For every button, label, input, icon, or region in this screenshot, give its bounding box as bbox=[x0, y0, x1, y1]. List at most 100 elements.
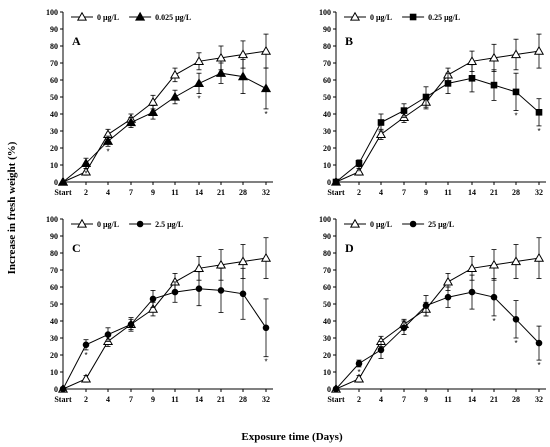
panel-a-x-tick-label: 11 bbox=[171, 188, 179, 197]
panel-a-series-1-point bbox=[169, 69, 181, 79]
panel-b-group: 0 10 20 30 40 50 60 70 80 90 100 Start 2 4 7 9 11 14 21 28 3… bbox=[319, 8, 546, 197]
panel-b-series-2-point bbox=[535, 109, 543, 116]
panel-b-series-2-point bbox=[422, 93, 430, 101]
panel-a-series-2-point bbox=[215, 67, 227, 77]
panel-b-y-tick-label: 40 bbox=[323, 110, 331, 119]
panel-a-series-2-point bbox=[169, 91, 181, 101]
panel-d-x-tick-label: 4 bbox=[379, 395, 383, 404]
panel-d-legend-label: 0 μg/L bbox=[370, 220, 392, 229]
panel-d-series-2-point bbox=[422, 302, 430, 310]
panel-b-significance-mark: * bbox=[514, 112, 517, 121]
panel-c-series-1-line bbox=[62, 257, 267, 390]
panel-c-series-1-point bbox=[147, 303, 159, 313]
panel-d-x-tick-label: Start bbox=[327, 395, 345, 404]
panel-a-significance-mark: * bbox=[106, 147, 109, 156]
panel-b-series-1-point bbox=[533, 45, 545, 55]
panel-d-series-2-point bbox=[400, 324, 408, 332]
panel-a-y-tick-label: 50 bbox=[50, 93, 58, 102]
panel-c-legend-marker bbox=[136, 220, 144, 228]
panel-c-y-tick-label: 30 bbox=[50, 334, 58, 343]
panel-d-series-2-point bbox=[355, 360, 363, 367]
panel-c-y-tick-label: 100 bbox=[46, 215, 58, 224]
panel-b-legend-marker bbox=[409, 13, 417, 21]
panel-a-series-2-point bbox=[125, 117, 137, 127]
panel-d-x-tick-label: 32 bbox=[535, 395, 543, 404]
panel-b-x-tick-label: 4 bbox=[379, 188, 383, 197]
panel-b-series-2-point bbox=[468, 75, 476, 82]
panel-b-x-tick-label: 32 bbox=[535, 188, 543, 197]
panel-a-series-1-point bbox=[193, 56, 205, 65]
panel-a-y-tick-label: 80 bbox=[50, 42, 58, 51]
panel-a-x-tick-label: 21 bbox=[217, 188, 225, 197]
panel-b-series-2-point bbox=[332, 178, 340, 186]
panel-d-series-2-point bbox=[490, 293, 498, 301]
panel-a-series-1-point bbox=[80, 166, 92, 176]
panel-d-y-tick-label: 0 bbox=[327, 385, 331, 394]
panel-d-series-1-point bbox=[510, 256, 522, 266]
panel-b-x-tick-label: 28 bbox=[512, 188, 520, 197]
panel-c-x-tick-label: 9 bbox=[151, 395, 155, 404]
panel-a-y-tick-label: 0 bbox=[54, 178, 58, 187]
panel-b-y-tick-label: 90 bbox=[323, 25, 331, 34]
panel-a-y-tick-label: 100 bbox=[46, 8, 58, 17]
panel-b-y-tick-label: 30 bbox=[323, 127, 331, 136]
panel-d-y-tick-label: 10 bbox=[323, 368, 331, 377]
panel-d-series-2-point bbox=[332, 385, 340, 393]
panel-c-x-tick-label: 32 bbox=[262, 395, 270, 404]
panel-a-y-tick-label: 70 bbox=[50, 59, 58, 68]
panel-a-x-tick-label: 2 bbox=[84, 188, 88, 197]
panel-c-series-2-point bbox=[82, 341, 90, 349]
panel-b-y-tick-label: 100 bbox=[319, 8, 331, 17]
panel-a-significance-mark: * bbox=[84, 169, 87, 178]
panel-c-legend-marker bbox=[76, 218, 88, 228]
panel-b-series-2-point bbox=[490, 81, 498, 89]
panel-c-legend-label: 2.5 μg/L bbox=[155, 220, 183, 229]
panel-a-x-tick-label: 9 bbox=[151, 188, 155, 197]
panel-b-series-2-point bbox=[355, 160, 363, 167]
panel-a-y-tick-label: 30 bbox=[50, 127, 58, 136]
panel-b-y-tick-label: 60 bbox=[323, 76, 331, 85]
panel-c-y-tick-label: 20 bbox=[50, 351, 58, 360]
panel-b-series-2-point bbox=[444, 80, 452, 87]
panel-a-series-2-point bbox=[80, 158, 92, 167]
panel-a-y-tick-label: 10 bbox=[50, 161, 58, 170]
panel-b-label: B bbox=[345, 34, 353, 48]
y-axis-title: Increase in fresh weight (%) bbox=[6, 141, 18, 274]
panel-a-label: A bbox=[72, 34, 81, 48]
panel-d-legend-label: 25 μg/L bbox=[428, 220, 454, 229]
panel-d-x-tick-label: 28 bbox=[512, 395, 520, 404]
panel-b-series-2-point bbox=[512, 88, 520, 96]
panel-a-group: 0 10 20 30 40 50 60 70 80 90 100 Start 2 4 7 9 11 14 21 28 3… bbox=[46, 8, 273, 197]
panel-c-series-2-point bbox=[195, 285, 203, 293]
panel-b-series-1-point bbox=[353, 166, 365, 176]
panel-c-legend-label: 0 μg/L bbox=[97, 220, 119, 229]
panel-d-significance-mark: * bbox=[514, 339, 517, 348]
panel-c-y-tick-label: 80 bbox=[50, 249, 58, 258]
panel-a-series-2-point bbox=[193, 78, 205, 88]
panel-a-series-2-point bbox=[57, 176, 69, 186]
panel-c-y-tick-label: 10 bbox=[50, 368, 58, 377]
panel-a-x-tick-label: Start bbox=[54, 188, 72, 197]
panel-a-x-tick-label: 32 bbox=[262, 188, 270, 197]
panel-d-series-1-point bbox=[353, 373, 365, 383]
panel-c-x-tick-label: 21 bbox=[217, 395, 225, 404]
panel-d-series-2-point bbox=[512, 316, 520, 323]
panel-d-legend-marker bbox=[409, 220, 417, 228]
panel-c-series-2-point bbox=[239, 290, 247, 298]
panel-d-x-tick-label: 2 bbox=[357, 395, 361, 404]
panel-c-series-1-point bbox=[237, 256, 249, 266]
panel-b-series-2-point bbox=[400, 107, 408, 114]
panel-c-x-tick-label: 7 bbox=[129, 395, 133, 404]
panel-a-series-1-line bbox=[62, 50, 267, 183]
panel-a-series-1-point bbox=[215, 52, 227, 62]
panel-c-y-tick-label: 70 bbox=[50, 266, 58, 275]
panel-d-series-1-point bbox=[466, 263, 478, 272]
panel-a-legend-label: 0.025 μg/L bbox=[155, 13, 191, 22]
panel-d-y-tick-label: 40 bbox=[323, 317, 331, 326]
panel-b-legend-label: 0 μg/L bbox=[370, 13, 392, 22]
panel-d-y-tick-label: 100 bbox=[319, 215, 331, 224]
panel-c-x-tick-label: 2 bbox=[84, 395, 88, 404]
panel-c-series-2-point bbox=[127, 321, 135, 328]
panel-d-y-tick-label: 70 bbox=[323, 266, 331, 275]
